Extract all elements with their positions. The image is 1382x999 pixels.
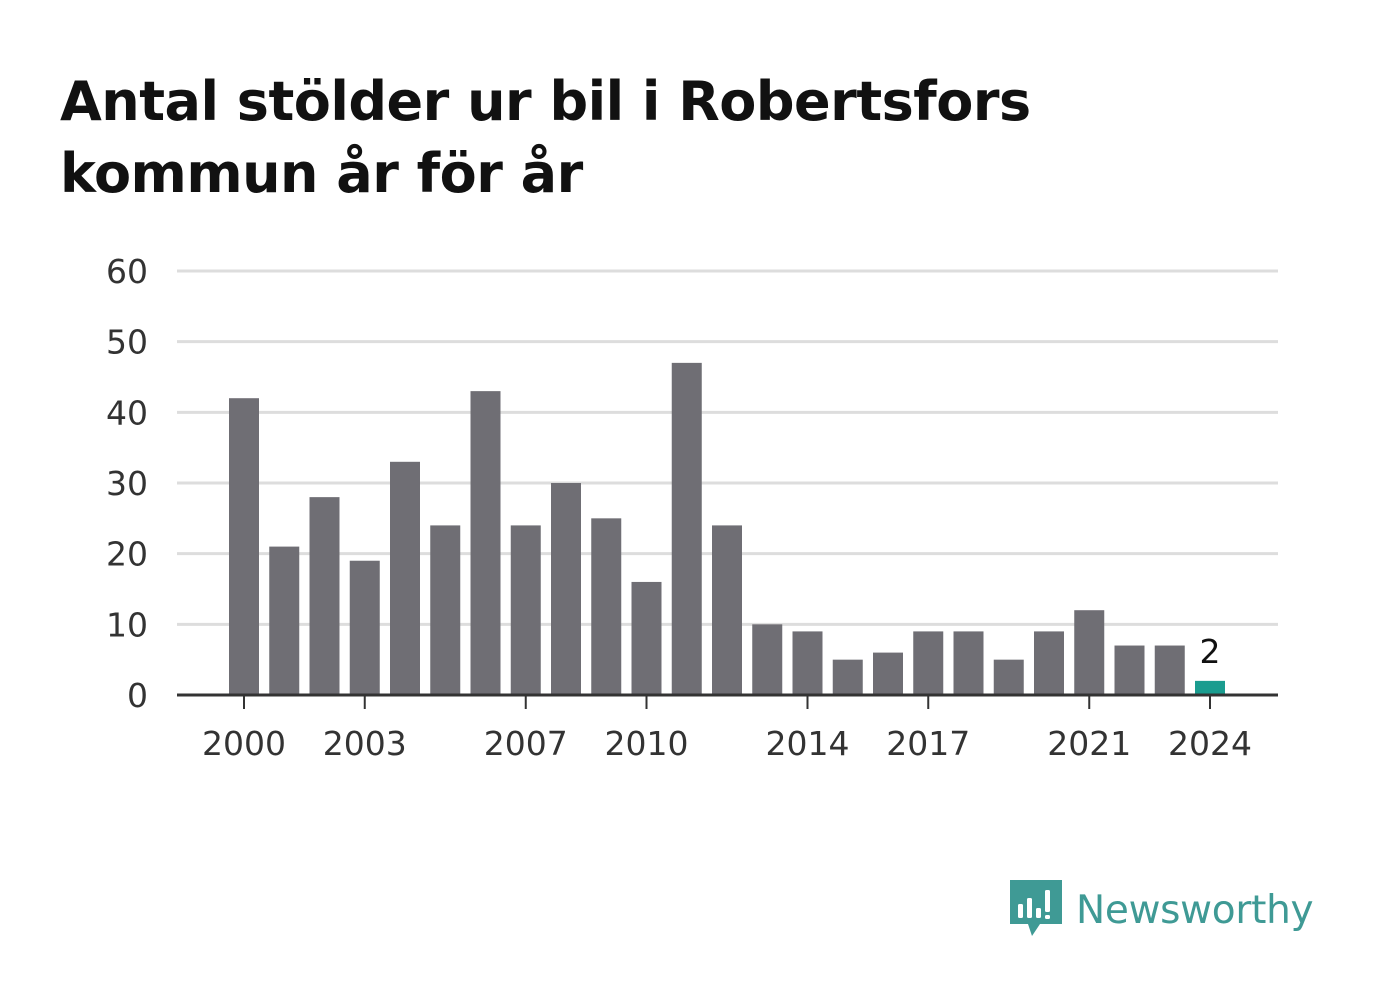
bars [229, 362, 1225, 695]
bar-2002 [309, 497, 340, 695]
x-tick-label: 2017 [886, 724, 970, 763]
y-tick-label: 0 [127, 676, 148, 715]
bar-2003 [349, 560, 380, 695]
bar-2005 [430, 525, 461, 695]
bar-2001 [269, 546, 300, 695]
brand-footer: Newsworthy [1010, 878, 1314, 942]
y-tick-label: 60 [106, 252, 148, 291]
y-tick-label: 50 [106, 323, 148, 362]
y-axis-tick-labels: 0 10 20 30 40 50 60 [106, 252, 148, 715]
bar-2004 [390, 461, 420, 695]
bar-2007 [510, 525, 541, 695]
x-tick-label: 2021 [1047, 724, 1131, 763]
bar-2022 [1114, 645, 1145, 695]
bar-2015 [832, 659, 863, 695]
x-tick-label: 2007 [484, 724, 568, 763]
bar-2023 [1154, 645, 1185, 695]
x-axis-tick-labels: 2000 2003 2007 2010 2014 2017 2021 2024 [202, 695, 1252, 763]
bar-2019 [993, 659, 1024, 695]
bar-2009 [591, 518, 622, 695]
bar-2006 [470, 391, 501, 695]
bar-2018 [953, 631, 984, 695]
bar-2016 [873, 652, 903, 695]
bar-2013 [752, 624, 783, 695]
x-tick-label: 2014 [766, 724, 850, 763]
bar-2010 [631, 581, 662, 695]
chart-title: Antal stölder ur bil i Robertsfors kommu… [60, 70, 1031, 205]
bar-2000 [229, 398, 259, 695]
newsworthy-logo-icon [1010, 880, 1062, 936]
data-labels: 2 [1200, 632, 1221, 671]
bar-2011 [671, 362, 702, 695]
y-tick-label: 10 [106, 605, 148, 644]
x-tick-label: 2024 [1168, 724, 1252, 763]
y-tick-label: 30 [106, 464, 148, 503]
y-tick-label: 40 [106, 393, 148, 432]
x-tick-label: 2003 [323, 724, 407, 763]
data-label-2024: 2 [1200, 632, 1221, 671]
brand-name: Newsworthy [1076, 887, 1314, 933]
bar-2021 [1074, 610, 1105, 695]
bar-2024 [1195, 680, 1225, 695]
x-tick-label: 2010 [605, 724, 689, 763]
bar-2008 [551, 483, 581, 695]
bar-2017 [913, 631, 944, 695]
bar-2020 [1034, 631, 1064, 695]
bar-2014 [792, 631, 823, 695]
bar-2012 [712, 525, 742, 695]
y-tick-label: 20 [106, 535, 148, 574]
x-tick-label: 2000 [202, 724, 286, 763]
